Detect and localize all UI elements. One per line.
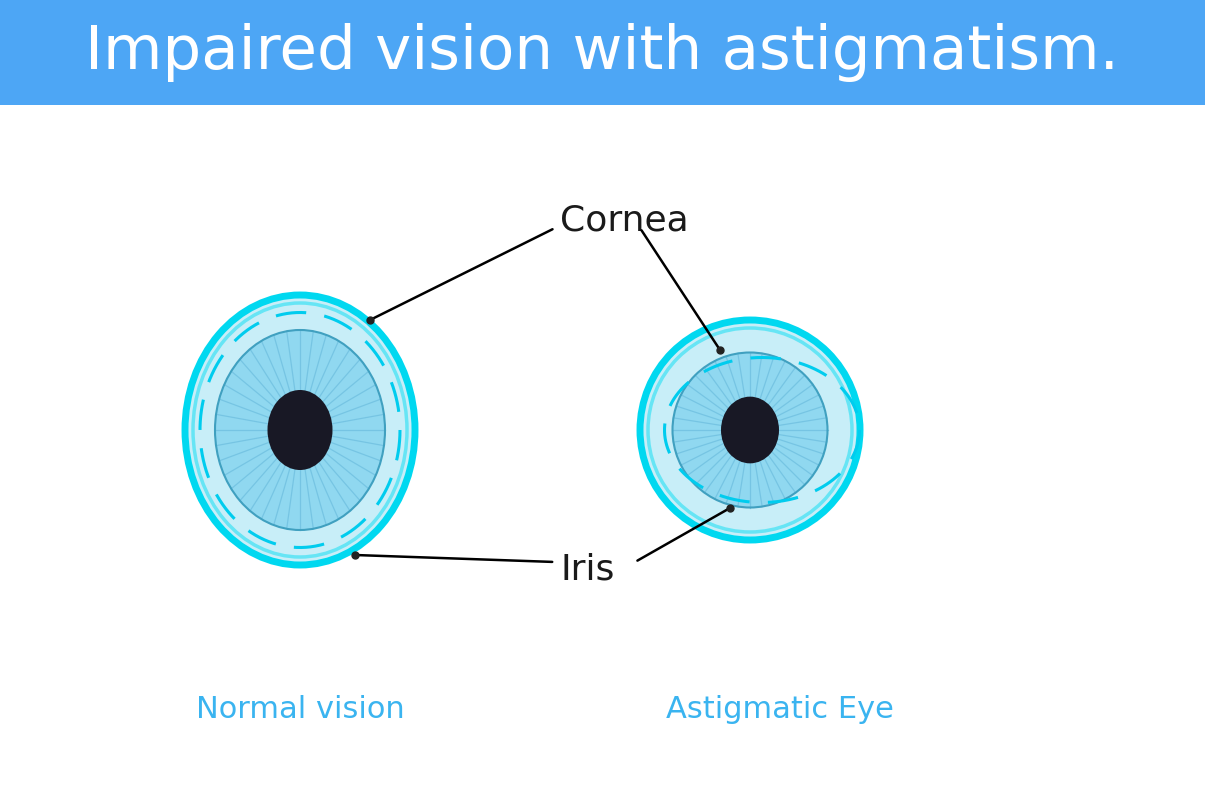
Text: Astigmatic Eye: Astigmatic Eye [666, 696, 894, 725]
Text: Impaired vision with astigmatism.: Impaired vision with astigmatism. [86, 23, 1119, 82]
Text: Cornea: Cornea [560, 203, 688, 237]
Circle shape [672, 353, 828, 507]
Ellipse shape [186, 295, 415, 565]
Ellipse shape [214, 330, 386, 530]
Text: Iris: Iris [560, 553, 615, 587]
Bar [0, 0, 1205, 105]
Ellipse shape [721, 396, 778, 464]
Ellipse shape [268, 390, 333, 470]
Circle shape [640, 320, 860, 540]
Text: Normal vision: Normal vision [195, 696, 405, 725]
